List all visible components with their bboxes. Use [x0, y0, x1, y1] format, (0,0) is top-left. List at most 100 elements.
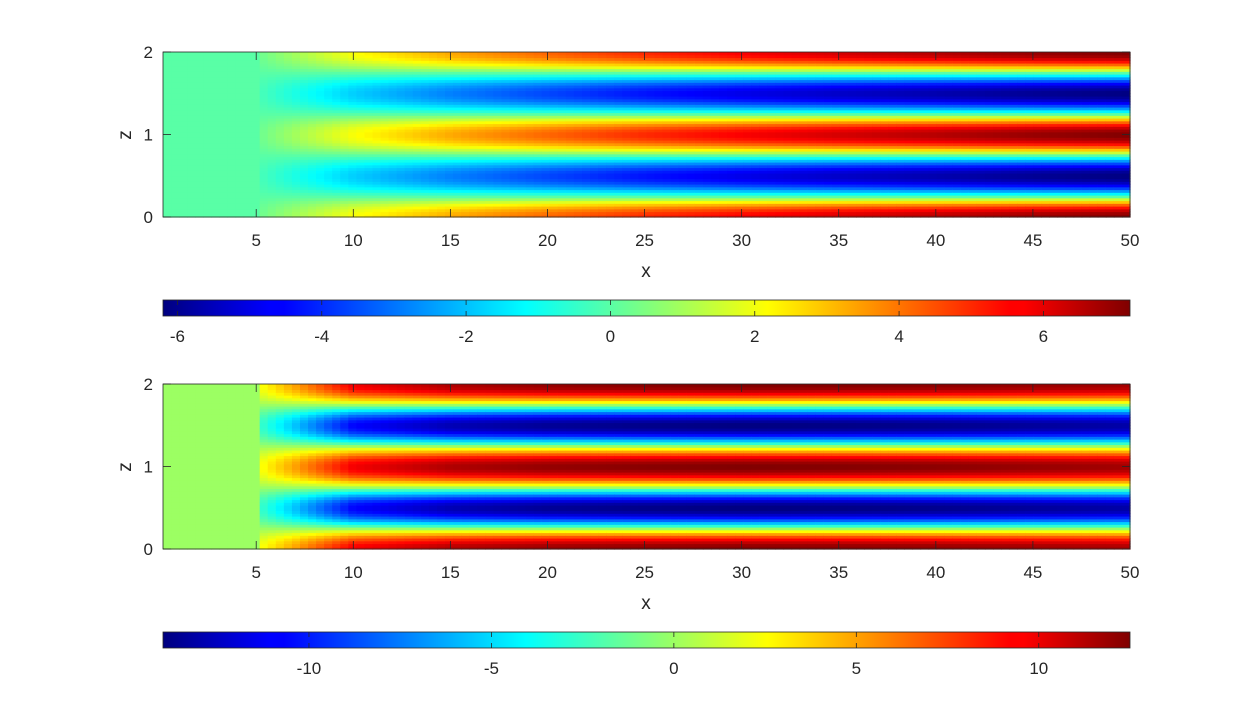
heatmap-cell	[573, 107, 583, 111]
heatmap-cell	[590, 142, 599, 147]
heatmap-cell	[445, 98, 454, 103]
heatmap-cell	[195, 71, 204, 75]
heatmap-cell	[509, 142, 519, 147]
heatmap-cell	[171, 101, 180, 105]
heatmap-cell	[235, 118, 245, 122]
heatmap-cell	[380, 107, 390, 111]
heatmap-cell	[243, 109, 253, 114]
heatmap-cell	[590, 200, 599, 204]
heatmap-cell	[171, 93, 180, 97]
heatmap-cell	[477, 87, 486, 92]
heatmap-cell	[203, 90, 212, 94]
heatmap-cell	[243, 79, 253, 83]
heatmap-cell	[622, 200, 631, 204]
heatmap-cell	[541, 131, 551, 136]
heatmap-cell	[283, 214, 293, 218]
heatmap-cell	[179, 82, 188, 86]
heatmap-cell	[219, 85, 229, 89]
heatmap-cell	[549, 142, 559, 147]
heatmap-cell	[195, 206, 204, 210]
heatmap-cell	[404, 211, 414, 215]
heatmap-cell	[227, 76, 237, 81]
heatmap-cell	[195, 134, 204, 138]
heatmap-cell	[179, 123, 188, 127]
heatmap-cell	[243, 156, 253, 160]
heatmap-cell	[445, 206, 454, 210]
heatmap-cell	[598, 52, 607, 56]
heatmap-cell	[299, 170, 309, 174]
heatmap-cell	[227, 120, 237, 125]
heatmap-cell	[477, 153, 486, 158]
heatmap-cell	[163, 82, 172, 86]
heatmap-cell	[485, 112, 494, 116]
heatmap-cell	[517, 145, 527, 149]
heatmap-cell	[356, 162, 366, 166]
heatmap-cell	[219, 164, 229, 169]
heatmap-cell	[445, 200, 454, 204]
heatmap-cell	[316, 104, 325, 108]
heatmap-cell	[356, 120, 366, 125]
heatmap-cell	[525, 134, 535, 138]
heatmap-cell	[493, 104, 503, 108]
heatmap-cell	[179, 115, 188, 119]
heatmap-cell	[324, 173, 333, 177]
heatmap-cell	[606, 68, 615, 72]
heatmap-cell	[573, 115, 583, 119]
heatmap-cell	[388, 145, 398, 149]
heatmap-cell	[251, 87, 261, 92]
heatmap-cell	[348, 76, 357, 81]
heatmap-cell	[461, 79, 470, 83]
heatmap-cell	[485, 170, 494, 174]
heatmap-cell	[324, 197, 333, 202]
heatmap-cell	[533, 145, 543, 149]
heatmap-cell	[493, 211, 503, 215]
heatmap-cell	[340, 156, 349, 160]
heatmap-cell	[380, 71, 390, 75]
heatmap-cell	[163, 131, 172, 136]
heatmap-cell	[573, 156, 583, 160]
heatmap-cell	[412, 186, 422, 191]
heatmap-cell	[356, 192, 366, 196]
heatmap-cell	[211, 87, 221, 92]
heatmap-cell	[436, 71, 446, 75]
heatmap-cell	[598, 60, 607, 64]
heatmap-cell	[501, 118, 511, 122]
heatmap-cell	[195, 112, 204, 116]
heatmap-cell	[557, 52, 567, 56]
heatmap-cell	[251, 68, 261, 72]
heatmap-cell	[509, 54, 519, 59]
heatmap-cell	[501, 112, 511, 116]
heatmap-cell	[324, 90, 333, 94]
heatmap-cell	[549, 192, 559, 196]
heatmap-cell	[420, 197, 430, 202]
heatmap-cell	[267, 76, 277, 81]
heatmap-cell	[614, 101, 623, 105]
heatmap-cell	[420, 156, 430, 160]
heatmap-cell	[565, 195, 575, 199]
heatmap-cell	[348, 184, 357, 188]
heatmap-cell	[251, 206, 261, 210]
heatmap-cell	[275, 118, 285, 122]
heatmap-cell	[436, 200, 446, 204]
heatmap-cell	[227, 104, 237, 108]
heatmap-cell	[622, 79, 631, 83]
heatmap-cell	[453, 68, 462, 72]
heatmap-cell	[582, 189, 591, 193]
heatmap-cell	[396, 131, 406, 136]
heatmap-cell	[203, 162, 212, 166]
heatmap-cell	[614, 197, 623, 202]
heatmap-cell	[396, 98, 406, 103]
heatmap-cell	[163, 107, 172, 111]
heatmap-cell	[308, 87, 317, 92]
heatmap-cell	[203, 170, 212, 174]
heatmap-cell	[557, 90, 567, 94]
heatmap-cell	[509, 87, 519, 92]
heatmap-cell	[380, 186, 390, 191]
heatmap-cell	[179, 52, 188, 56]
heatmap-cell	[517, 195, 527, 199]
heatmap-cell	[299, 211, 309, 215]
heatmap-cell	[388, 214, 398, 218]
heatmap-cell	[203, 68, 212, 72]
heatmap-cell	[590, 101, 599, 105]
heatmap-cell	[308, 162, 317, 166]
